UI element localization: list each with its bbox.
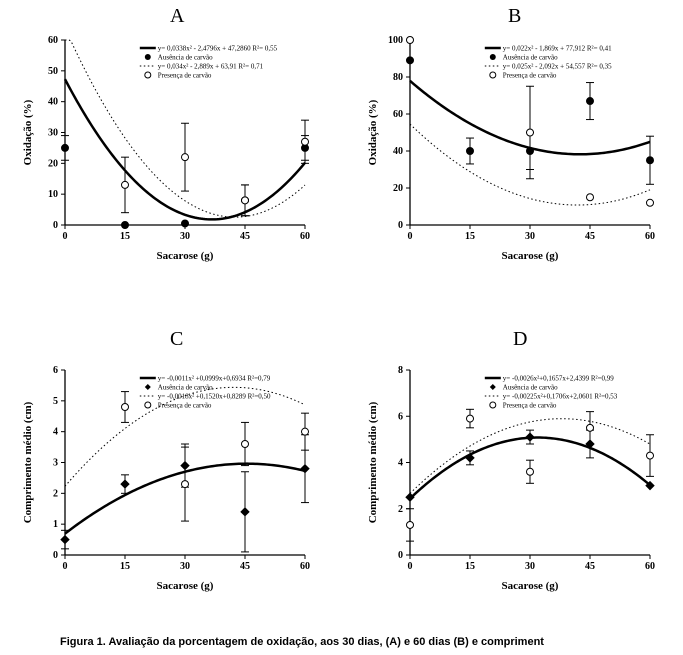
svg-text:60: 60	[300, 561, 310, 572]
chart-panel-A: 0 15 30 45 60 0 10 20 30 40 50 60 Sacarose (g) Oxidaç…	[15, 10, 315, 270]
svg-text:20: 20	[48, 158, 58, 169]
svg-text:0: 0	[408, 231, 413, 242]
svg-text:y= -0,0018x² +0,1520x+0,8289 R: y= -0,0018x² +0,1520x+0,8289 R²=0,50	[158, 393, 271, 401]
svg-text:45: 45	[240, 231, 250, 242]
svg-text:0: 0	[53, 550, 58, 561]
svg-text:30: 30	[48, 128, 58, 139]
chart-panel-C: 0153045600123456Sacarose (g)Comprimento …	[15, 340, 315, 600]
svg-text:Comprimento médio (cm): Comprimento médio (cm)	[367, 401, 379, 523]
svg-text:Ausência de carvão: Ausência de carvão	[158, 384, 213, 392]
svg-text:30: 30	[525, 231, 535, 242]
figure-page: A B C D 0153045600102030405060Sacarose (…	[0, 0, 683, 655]
svg-text:100: 100	[388, 35, 403, 46]
svg-text:20: 20	[393, 183, 403, 194]
svg-text:40: 40	[393, 146, 403, 157]
svg-text:45: 45	[240, 561, 250, 572]
svg-text:Ausência de carvão: Ausência de carvão	[503, 384, 558, 392]
svg-text:0: 0	[63, 231, 68, 242]
svg-text:Sacarose (g): Sacarose (g)	[502, 250, 559, 262]
svg-text:10: 10	[48, 189, 58, 200]
svg-text:30: 30	[180, 231, 190, 242]
svg-text:y= -0,0011x² +0,0999x+0,6934 R: y= -0,0011x² +0,0999x+0,6934 R²=0,79	[158, 375, 271, 383]
figure-caption-text: Figura 1. Avaliação da porcentagem de ox…	[60, 636, 544, 648]
svg-text:4: 4	[398, 458, 403, 469]
svg-text:y= 0,022x² - 1,869x + 77,912: y= 0,022x² - 1,869x + 77,912 R²= 0,41	[503, 45, 612, 53]
svg-text:Presença de carvão: Presença de carvão	[158, 72, 212, 80]
svg-text:0: 0	[398, 550, 403, 561]
svg-text:45: 45	[585, 561, 595, 572]
svg-text:Sacarose (g): Sacarose (g)	[157, 250, 214, 262]
chart-panel-B: 0 15 30 45 60 0 20 40 60 80 100 Sacarose (g) Oxidaçã…	[360, 10, 660, 270]
svg-text:15: 15	[120, 231, 130, 242]
svg-text:0: 0	[63, 561, 68, 572]
svg-text:30: 30	[525, 561, 535, 572]
svg-text:0: 0	[398, 220, 403, 231]
svg-text:15: 15	[465, 561, 475, 572]
svg-text:1: 1	[53, 519, 58, 530]
svg-text:15: 15	[120, 561, 130, 572]
figure-caption: Figura 1. Avaliação da porcentagem de ox…	[60, 636, 544, 648]
svg-text:y= -0,00225x²+0,1706x+2,0601 R: y= -0,00225x²+0,1706x+2,0601 R²=0,53	[503, 393, 618, 401]
svg-text:3: 3	[53, 458, 58, 469]
svg-text:60: 60	[645, 561, 655, 572]
svg-text:45: 45	[585, 231, 595, 242]
svg-text:30: 30	[180, 561, 190, 572]
svg-text:0: 0	[408, 561, 413, 572]
svg-text:4: 4	[53, 427, 58, 438]
svg-text:Oxidação (%): Oxidação (%)	[367, 99, 379, 165]
svg-text:0: 0	[53, 220, 58, 231]
svg-text:Ausência de carvão: Ausência de carvão	[158, 54, 213, 62]
svg-text:Presença de carvão: Presença de carvão	[503, 72, 557, 80]
svg-text:80: 80	[393, 72, 403, 83]
svg-text:y= 0,0338x² - 2,4796x + 47,286: y= 0,0338x² - 2,4796x + 47,2860 R²= 0,55	[158, 45, 278, 53]
svg-text:60: 60	[300, 231, 310, 242]
chart-panel-D: 0 15 30 45 60 0 2 4 6 8 Sacarose (g) Comprimento mé…	[360, 340, 660, 600]
svg-text:Ausência de carvão: Ausência de carvão	[503, 54, 558, 62]
svg-text:Sacarose (g): Sacarose (g)	[157, 580, 214, 592]
svg-text:50: 50	[48, 66, 58, 77]
svg-text:y= 0,034x² - 2,889x + 63,91 R: y= 0,034x² - 2,889x + 63,91 R²= 0,71	[158, 63, 264, 71]
svg-text:y= -0,0026x²+0,1657x+2,4399 R²: y= -0,0026x²+0,1657x+2,4399 R²=0,99	[503, 375, 614, 383]
svg-text:2: 2	[398, 504, 403, 515]
svg-text:y= 0,025x² - 2,092x + 54,557: y= 0,025x² - 2,092x + 54,557 R²= 0,35	[503, 63, 612, 71]
svg-text:15: 15	[465, 231, 475, 242]
svg-text:60: 60	[48, 35, 58, 46]
svg-text:2: 2	[53, 488, 58, 499]
svg-text:40: 40	[48, 97, 58, 108]
svg-text:Comprimento médio (cm): Comprimento médio (cm)	[22, 401, 34, 523]
svg-text:60: 60	[645, 231, 655, 242]
svg-text:Oxidação (%): Oxidação (%)	[22, 99, 34, 165]
svg-text:Sacarose (g): Sacarose (g)	[502, 580, 559, 592]
svg-text:Presença de carvão: Presença de carvão	[503, 402, 557, 410]
svg-text:8: 8	[398, 365, 403, 376]
svg-text:Presença de carvão: Presença de carvão	[158, 402, 212, 410]
svg-text:6: 6	[398, 411, 403, 422]
svg-text:6: 6	[53, 365, 58, 376]
svg-text:60: 60	[393, 109, 403, 120]
svg-text:5: 5	[53, 396, 58, 407]
